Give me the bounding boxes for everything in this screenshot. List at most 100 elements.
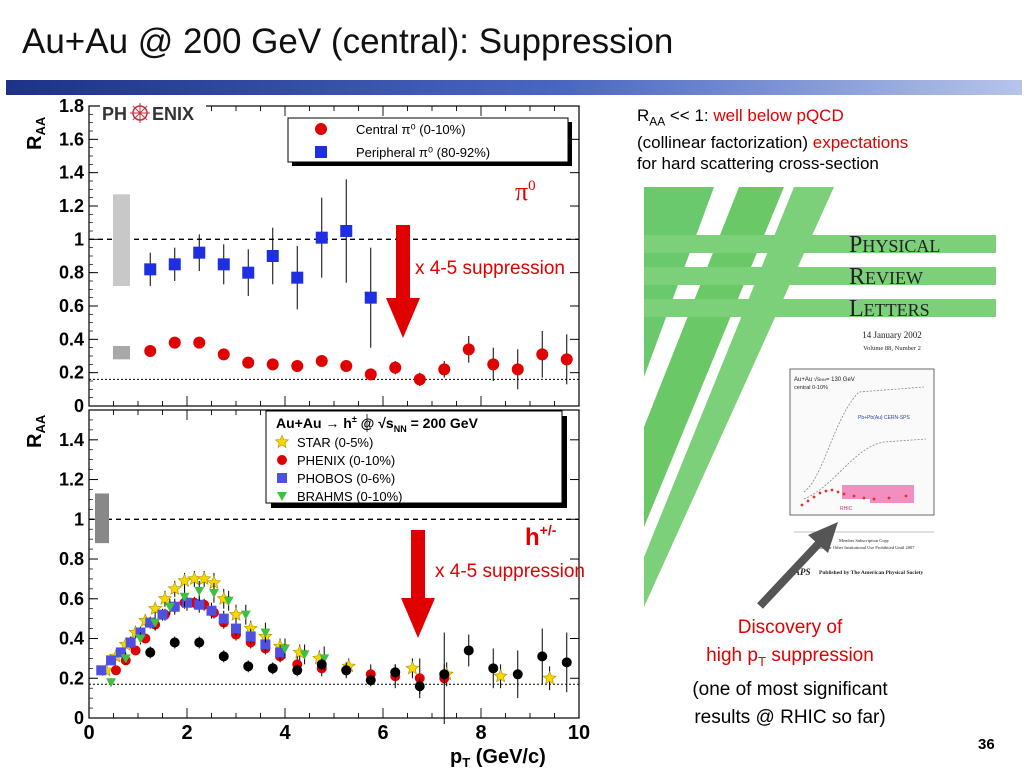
data-point [169,637,180,648]
member-line2: Library or Other Institutional Use Prohi… [813,545,915,550]
data-point [96,665,107,676]
legend-marker-central [315,123,327,135]
discovery-caption: Discovery of high pT suppression (one of… [640,614,940,732]
y-tick-label: 0 [74,396,84,416]
hadron-suppression-annotation: x 4-5 suppression [435,561,585,582]
journal-line1-rest: HYSICAL [862,236,940,256]
data-point [120,654,131,664]
data-point [319,654,330,664]
svg-text:PHYSICAL: PHYSICAL [849,232,940,258]
data-point [217,348,230,361]
cover-inset-figure: Au+Au √sNN= 130 GeV central 0-10% Pb+Pb(… [789,368,935,516]
data-point [439,669,450,680]
data-point [110,665,121,676]
y-tick-label: 0 [74,708,84,728]
inset-line1-post: = 130 GeV [826,377,855,383]
data-point [315,231,328,244]
data-point [145,617,156,628]
data-point [228,607,244,621]
suppression-arrow-hadron-shaft [411,530,425,600]
journal-line3-cap: L [849,296,864,322]
journal-title: PHYSICAL REVIEW LETTERS 14 January 2002 … [849,232,940,352]
pi0-legend: Central π⁰ (0-10%) Peripheral π⁰ (80-92%) [287,117,572,166]
data-point [291,360,304,372]
hadron-label-main: h [525,524,540,551]
suppression-arrow-pi0-head [386,298,420,338]
legend-title-part: @ √s [357,415,394,431]
cover-footer: Member Subscription Copy Library or Othe… [793,531,934,577]
aps-logo: APS [793,567,811,577]
plot-overlays: x 4-5 suppression x 4-5 suppression [386,225,585,638]
data-point [164,602,175,612]
legend-marker [277,492,287,501]
peripheral-systematic-box [113,194,130,286]
x-tick-label: 2 [181,722,192,744]
legend-label: STAR (0-5%) [297,435,373,450]
phenix-logo-ray [132,105,141,114]
data-point [537,651,548,662]
data-point [462,343,475,356]
hadron-label: h+/- [525,522,557,551]
journal-volume: Volume 88, Number 2 [863,345,921,352]
discovery-line1: Discovery of [737,617,843,638]
discovery-line4: results @ RHIC so far) [694,706,886,728]
y-tick-label: 1 [74,229,84,249]
data-point [194,637,205,648]
data-point [182,597,192,608]
data-point [240,610,251,620]
data-point [291,271,304,284]
data-point [536,348,549,361]
discovery-line3: (one of most significant [692,678,888,700]
data-point [217,258,230,271]
legend-marker [277,473,287,483]
y-tick-label: 1.2 [59,470,84,490]
svg-text:LETTERS: LETTERS [849,296,930,322]
data-point [179,592,190,602]
data-point [260,628,271,638]
data-point [177,573,192,588]
legend-box [287,117,569,163]
legend-label-peripheral: Peripheral π⁰ (80-92%) [356,145,490,160]
series-0 [144,331,573,390]
y-axis-label: RAA [24,414,48,448]
member-line1: Member Subscription Copy [839,538,890,543]
journal-date: 14 January 2002 [862,330,922,340]
data-point [266,250,279,262]
data-point [242,266,255,279]
pi0-raa-plot: 0 0.2 0.4 0.6 0.8 1 1.2 1.4 1.6 1.8 RAA PH ENIX Centr… [24,96,580,416]
y-tick-label: 0.4 [59,629,84,649]
x-tick-label: 0 [83,722,94,744]
y-axis-label-sub: AA [33,414,48,433]
x-tick-label: 6 [377,722,388,744]
raa-note-line2: (collinear factorization) [637,133,813,153]
y-axis-label-main: R [24,433,46,448]
pi0-label-main: π [515,177,528,206]
data-point [542,670,557,685]
data-point [493,668,508,683]
y-tick-label: 1.8 [59,96,84,116]
data-point [169,601,180,612]
legend-title-part: = 200 GeV [407,415,479,431]
data-point [130,645,141,656]
data-point [168,258,181,271]
x-axis-label-post: (GeV/c) [470,746,546,768]
y-tick-label: 0.6 [59,296,84,316]
phenix-logo-bg [100,98,206,124]
slide-number: 36 [978,736,995,753]
y-tick-label: 1.2 [59,196,84,216]
legend-label: BRAHMS (0-10%) [297,489,402,504]
data-point [245,631,256,642]
data-point [260,639,271,650]
data-point [488,663,499,674]
x-tick-label: 8 [475,722,486,744]
legend-label-central: Central π⁰ (0-10%) [356,122,466,137]
raa-note-line1: << 1: [665,106,714,125]
raa-note-line1-red: well below pQCD [713,106,844,125]
hadron-systematic-box [95,493,109,544]
data-point [243,661,254,672]
discovery-line2: high pT suppression [640,642,940,676]
y-tick-label: 1 [74,509,84,529]
data-point [414,681,425,692]
inset-line2: central 0-10% [794,385,828,391]
